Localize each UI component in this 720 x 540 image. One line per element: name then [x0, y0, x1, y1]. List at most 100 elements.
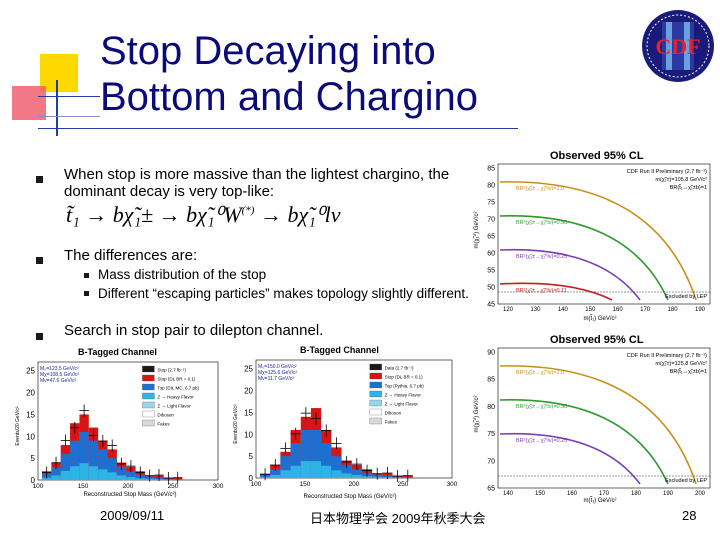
hist-bar-z	[351, 474, 362, 478]
hist-bar-z	[79, 463, 89, 480]
hist-xlabel: Reconstructed Stop Mass (GeV/c²)	[83, 492, 176, 498]
y-tick-label: 5	[249, 452, 254, 461]
hist-bar-z	[126, 476, 136, 480]
hist-bar-top	[321, 443, 332, 478]
hist-ylabel: Events/20 GeV/c²	[233, 404, 239, 444]
hist-bar-top	[60, 453, 71, 480]
y-tick-label: 50	[487, 285, 495, 292]
sub-bullet-marker	[84, 273, 89, 278]
title-underline	[38, 128, 518, 129]
hist-bar-top	[270, 469, 281, 478]
hist-title: B-Tagged Channel	[300, 345, 379, 355]
x-tick-label: 180	[668, 307, 679, 313]
y-tick-label: 90	[487, 350, 495, 357]
y-tick-label: 70	[487, 217, 495, 224]
hist-bar-z	[107, 472, 117, 480]
hist-bar-z	[270, 474, 281, 478]
x-tick-label: 200	[349, 481, 360, 488]
bullet-marker	[36, 176, 43, 183]
title-line-1: Stop Decaying into	[100, 29, 436, 73]
hist-bar-z	[300, 461, 311, 478]
bullet-3: Search in stop pair to dilepton channel.	[64, 322, 324, 339]
exclusion-curve	[499, 282, 613, 301]
hist-bar-z	[321, 465, 332, 478]
x-tick-label: 300	[447, 481, 458, 488]
legend-label: Z → Heavy Flavor	[157, 395, 194, 400]
y-tick-label: 65	[487, 234, 495, 241]
legend-swatch	[369, 399, 382, 407]
y-tick-label: 15	[26, 410, 35, 419]
hist-info-text: M₀=123.5 GeV/c²	[40, 366, 79, 372]
legend-swatch	[369, 390, 382, 398]
y-tick-label: 85	[487, 166, 495, 173]
legend-label: Stop (DL BR = 0.1)	[157, 377, 195, 382]
histogram-1: B-Tagged Channel Events/20 GeV/c² Recons…	[12, 346, 232, 498]
hist-bar-z	[361, 476, 373, 478]
excluded-label: Excluded by LEP	[665, 478, 707, 484]
hist-info-text: Mν=11.7 GeV/c²	[258, 376, 294, 382]
y-tick-label: 0	[249, 474, 254, 483]
x-tick-label: 140	[558, 307, 569, 313]
corner-decoration	[0, 0, 100, 136]
hist-info-text: Mχ=125.6 GeV/c²	[258, 370, 298, 376]
hist-bar-top	[351, 469, 362, 478]
y-tick-label: 5	[31, 454, 36, 463]
bullet-1: When stop is more massive than the light…	[64, 166, 450, 200]
y-tick-label: 45	[487, 302, 495, 309]
x-tick-label: 150	[78, 483, 89, 490]
y-tick-label: 10	[26, 432, 35, 441]
x-tick-label: 170	[599, 491, 610, 497]
legend-label: Stop (DL BR = 0.1)	[385, 375, 423, 380]
legend-label: Z → Light Flavor	[157, 404, 191, 409]
histogram-2: B-Tagged Channel Events/20 GeV/c² Recons…	[230, 344, 470, 500]
exclusion-plot-1: Observed 95% CL m(χ̃₁⁰) GeV/c² m(t̃₁) Ge…	[468, 146, 718, 322]
legend-swatch	[142, 419, 155, 427]
hist-xlabel: Reconstructed Stop Mass (GeV/c²)	[303, 494, 396, 500]
hist-bar-top	[290, 443, 301, 478]
y-tick-label: 25	[26, 367, 35, 376]
exclusion-curve	[499, 399, 669, 485]
y-tick-label: 15	[244, 408, 253, 417]
legend-label: Fakes	[385, 420, 398, 425]
x-tick-label: 300	[213, 483, 224, 490]
hist-bar-z	[135, 478, 145, 480]
legend-swatch	[369, 417, 382, 425]
legend-label: Z → Heavy Flavor	[385, 393, 422, 398]
excl-ylabel: m(χ̃₁⁰) GeV/c²	[473, 212, 480, 249]
title-line-2: Bottom and Chargino	[100, 75, 479, 119]
legend-swatch	[142, 365, 155, 373]
legend-swatch	[142, 374, 155, 382]
y-tick-label: 75	[487, 200, 495, 207]
legend-swatch	[142, 401, 155, 409]
y-tick-label: 60	[487, 251, 495, 258]
x-tick-label: 190	[663, 491, 674, 497]
legend-swatch	[369, 363, 382, 371]
legend-swatch	[142, 383, 155, 391]
excluded-label: Excluded by LEP	[665, 294, 707, 300]
y-tick-label: 55	[487, 268, 495, 275]
x-tick-label: 100	[251, 481, 262, 488]
x-tick-label: 150	[535, 491, 546, 497]
legend-label: Diboson	[157, 413, 174, 418]
curve-label: BR²(χ̃₁±→χ̃₁⁰lν)=1.0	[516, 369, 564, 376]
hist-bar-top	[107, 458, 117, 480]
excl-title: Observed 95% CL	[550, 334, 644, 346]
x-tick-label: 130	[530, 307, 541, 313]
x-tick-label: 150	[300, 481, 311, 488]
excl-xlabel: m(t̃₁) GeV/c²	[583, 497, 616, 504]
hist-bar-z	[341, 473, 352, 478]
decay-formula: t̃₁ → bχ̃₁± → bχ̃₁⁰W(*) → bχ̃₁⁰lν	[66, 202, 466, 242]
sub-bullet-1: Mass distribution of the stop	[98, 267, 267, 282]
hist-bar-top	[280, 456, 291, 478]
legend-swatch	[369, 372, 382, 380]
hist-info-text: Mν=47.6 GeV/c²	[40, 378, 77, 384]
hist-bar-z	[331, 470, 342, 478]
hist-bar-top	[88, 440, 99, 480]
hist-bar-z	[42, 477, 52, 480]
x-tick-label: 150	[585, 307, 596, 313]
legend-swatch	[369, 408, 382, 416]
curve-label: BR²(χ̃₁±→χ̃₁⁰lν)=0.25	[516, 253, 567, 260]
br-label: BR(t̃₁→χ̃₁±b)=1	[670, 368, 707, 375]
y-tick-label: 25	[244, 365, 253, 374]
excl-ylabel: m(χ̃₁⁰) GeV/c²	[473, 396, 480, 433]
